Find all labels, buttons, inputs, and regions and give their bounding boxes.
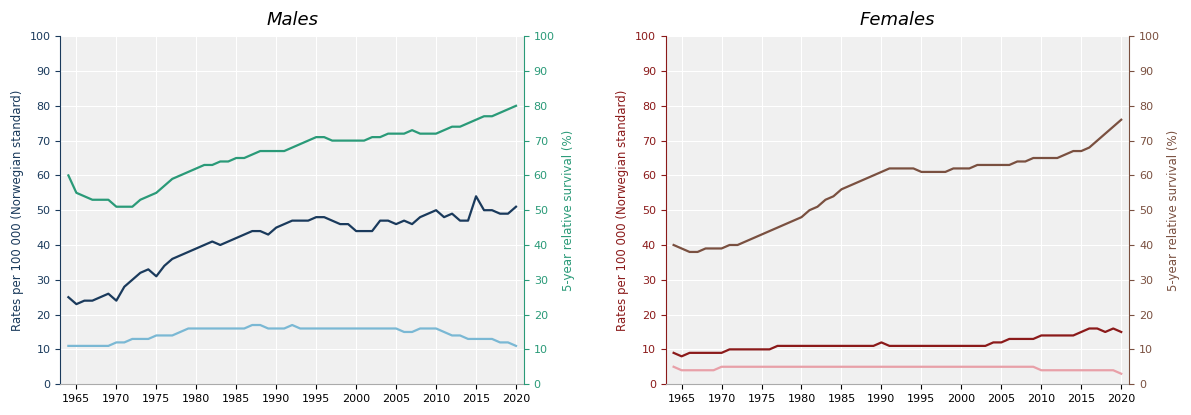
Y-axis label: Rates per 100 000 (Norwegian standard): Rates per 100 000 (Norwegian standard) bbox=[11, 90, 24, 331]
Y-axis label: 5-year relative survival (%): 5-year relative survival (%) bbox=[1167, 129, 1180, 291]
Title: Males: Males bbox=[267, 11, 318, 29]
Y-axis label: 5-year relative survival (%): 5-year relative survival (%) bbox=[562, 129, 575, 291]
Y-axis label: Rates per 100 000 (Norwegian standard): Rates per 100 000 (Norwegian standard) bbox=[616, 90, 629, 331]
Title: Females: Females bbox=[860, 11, 935, 29]
